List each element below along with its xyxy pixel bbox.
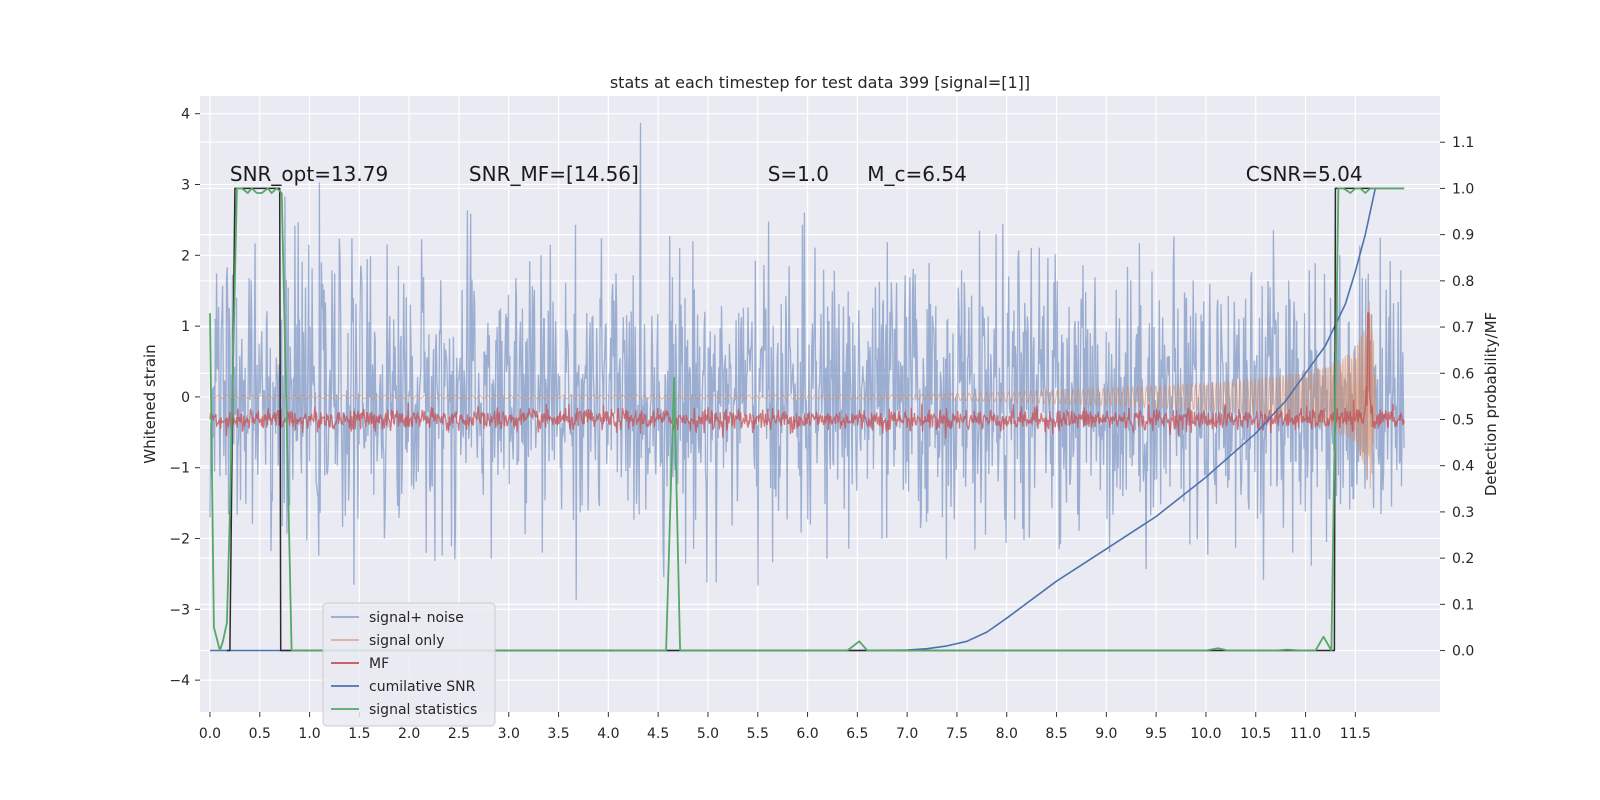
- y-axis-left: −4 −3 −2 −1 0 1 2 3 4: [169, 107, 200, 689]
- chart-title: stats at each timestep for test data 399…: [610, 73, 1030, 92]
- annotation-text: SNR_MF=[14.56]: [469, 162, 639, 186]
- x-tick-label: 5.0: [697, 726, 719, 742]
- y-axis-right: 0.0 0.1 0.2 0.3 0.4 0.5 0.6 0.7 0.8 0.9 1.0 1.1: [1440, 135, 1474, 660]
- x-tick-label: 2.0: [398, 726, 420, 742]
- x-tick-label: 11.0: [1290, 726, 1321, 742]
- x-tick-label: 11.5: [1340, 726, 1371, 742]
- x-tick-label: 1.5: [348, 726, 370, 742]
- annotation-text: M_c=6.54: [867, 162, 967, 186]
- x-tick-label: 9.5: [1145, 726, 1167, 742]
- annotation-text: CSNR=5.04: [1246, 162, 1363, 186]
- y2-tick-label: 0.9: [1452, 228, 1474, 244]
- annotation-text: S=1.0: [768, 162, 829, 186]
- x-tick-label: 8.0: [996, 726, 1018, 742]
- x-tick-label: 8.5: [1045, 726, 1067, 742]
- x-tick-label: 5.5: [747, 726, 769, 742]
- y-axis-label: Whitened strain: [141, 344, 159, 463]
- y-tick-label: 4: [181, 107, 190, 123]
- y2-tick-label: 0.0: [1452, 644, 1474, 660]
- x-tick-label: 0.5: [249, 726, 271, 742]
- y2-axis-label: Detection probability/MF: [1482, 312, 1500, 496]
- x-tick-label: 7.0: [896, 726, 918, 742]
- x-tick-label: 6.0: [796, 726, 818, 742]
- legend-label: cumilative SNR: [369, 679, 476, 695]
- legend-label: signal+ noise: [369, 610, 464, 626]
- x-tick-label: 3.5: [547, 726, 569, 742]
- x-tick-label: 10.5: [1240, 726, 1271, 742]
- y-tick-label: 2: [181, 248, 190, 264]
- x-tick-label: 7.5: [946, 726, 968, 742]
- y-tick-label: 1: [181, 319, 190, 335]
- y-tick-label: 0: [181, 390, 190, 406]
- x-tick-label: 3.0: [498, 726, 520, 742]
- x-tick-label: 0.0: [199, 726, 221, 742]
- x-tick-label: 10.0: [1190, 726, 1221, 742]
- y2-tick-label: 1.1: [1452, 135, 1474, 151]
- legend-box: [322, 602, 496, 727]
- y2-tick-label: 1.0: [1452, 181, 1474, 197]
- x-tick-label: 4.5: [647, 726, 669, 742]
- y2-tick-label: 0.6: [1452, 366, 1474, 382]
- legend-label: signal statistics: [369, 702, 477, 718]
- legend-label: signal only: [369, 633, 444, 649]
- annotations: SNR_opt=13.79 SNR_MF=[14.56] S=1.0 M_c=6.54…: [230, 162, 1363, 186]
- y-tick-label: −4: [169, 673, 190, 689]
- series-cumulative-snr: [210, 188, 1377, 652]
- series-mf: [209, 312, 1405, 439]
- y2-tick-label: 0.7: [1452, 320, 1474, 336]
- y-tick-label: −2: [169, 532, 190, 548]
- legend: signal+ noise signal only MF cumilative SNR…: [322, 602, 496, 727]
- y2-tick-label: 0.8: [1452, 274, 1474, 290]
- series-signal-only: [209, 301, 1376, 489]
- x-tick-label: 6.5: [846, 726, 868, 742]
- annotation-text: SNR_opt=13.79: [230, 162, 388, 186]
- y2-tick-label: 0.1: [1452, 597, 1474, 613]
- x-tick-label: 9.0: [1095, 726, 1117, 742]
- series-layer: [209, 122, 1405, 652]
- series-signal-noise: [209, 122, 1405, 601]
- y2-tick-label: 0.5: [1452, 412, 1474, 428]
- legend-label: MF: [369, 656, 389, 672]
- x-tick-label: 2.5: [448, 726, 470, 742]
- y-tick-label: −3: [169, 602, 190, 618]
- y2-tick-label: 0.3: [1452, 505, 1474, 521]
- y-tick-label: 3: [181, 178, 190, 194]
- y-tick-label: −1: [169, 461, 190, 477]
- series-step-line: [226, 187, 1405, 652]
- y2-tick-label: 0.2: [1452, 551, 1474, 567]
- x-tick-label: 4.0: [597, 726, 619, 742]
- series-signal-statistics: [209, 187, 1405, 652]
- y2-tick-label: 0.4: [1452, 459, 1474, 475]
- x-axis: 0.0 0.5 1.0 1.5 2.0 2.5 3.0 3.5 4.0 4.5 5.0 5.5 6.0 6…: [199, 712, 1371, 742]
- x-tick-label: 1.0: [298, 726, 320, 742]
